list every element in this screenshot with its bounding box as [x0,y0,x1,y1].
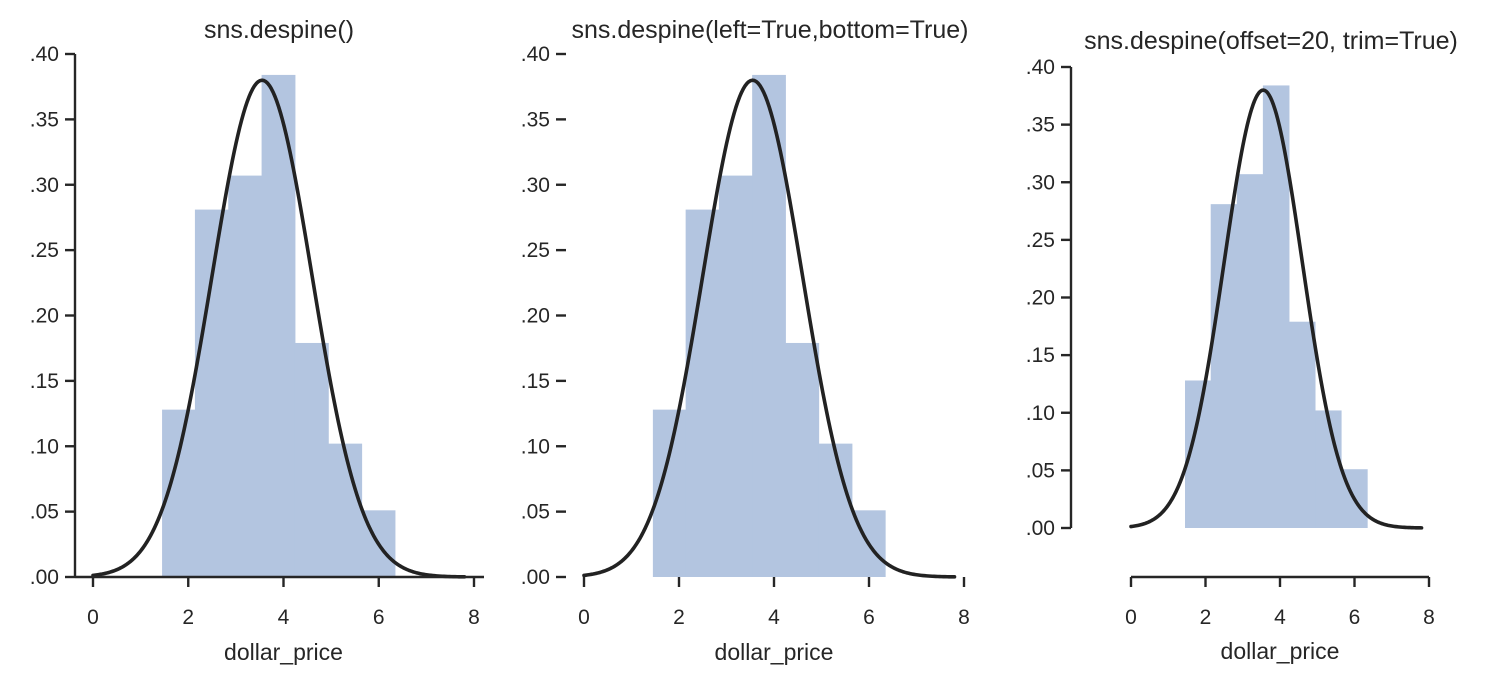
histogram-bar [785,342,820,577]
y-tick-label: .15 [1026,344,1055,367]
x-tick-label: 6 [373,606,385,629]
y-tick-label: .15 [521,370,550,393]
fit-curve [1129,88,1424,530]
y-tick-label: .10 [521,435,550,458]
x-tick-label: 8 [468,606,480,629]
y-tick-label: .25 [1026,229,1055,252]
y-tick-label: .10 [30,435,59,458]
x-tick-label: 2 [673,606,685,629]
subplot-despine-default: .00 .05 .10 .15 .20 .25 .30 .35 .40 0 2 4 6 8 dollar_p… [30,16,484,665]
x-tick-label: 8 [958,606,970,629]
chart-title: sns.despine(left=True,bottom=True) [572,16,969,44]
y-tick-label: .35 [1026,114,1055,137]
subplot-despine-left-bottom: .00 .05 .10 .15 .20 .25 .30 .35 .40 0 2 4 6 8 dollar_p… [521,16,970,665]
histogram-bar [328,443,363,577]
x-tick-label: 0 [87,606,99,629]
x-axis-label: dollar_price [715,639,834,665]
histogram-bar [718,175,753,577]
y-tick-label: .10 [1026,402,1055,425]
chart-title: sns.despine() [204,16,354,44]
y-tick-label: .40 [521,43,550,66]
y-tick-label: .30 [30,174,59,197]
histogram-bar [818,443,853,577]
y-tick-label: .00 [1026,517,1055,540]
histogram-bar [194,209,229,577]
histogram-bar [294,342,329,577]
chart-title: sns.despine(offset=20, trim=True) [1084,27,1458,55]
y-tick-label: .20 [1026,287,1055,310]
x-tick-label: 6 [863,606,875,629]
y-tick-label: .25 [30,239,59,262]
x-tick-label: 8 [1423,606,1435,629]
x-tick-label: 4 [768,606,780,629]
x-axis-label: dollar_price [224,639,343,665]
subplot-despine-offset-trim: .00 .05 .10 .15 .20 .25 .30 .35 .40 0 2 4 6 8 dollar_p… [1026,27,1458,664]
y-tick-label: .40 [30,43,59,66]
y-tick-label: .05 [521,501,550,524]
y-tick-label: .00 [30,566,59,589]
histogram-bar [1315,410,1342,528]
y-tick-label: .30 [1026,171,1055,194]
y-tick-label: .05 [1026,459,1055,482]
x-tick-label: 4 [278,606,290,629]
fit-curve [91,78,467,579]
x-tick-label: 0 [1125,606,1137,629]
y-tick-label: .35 [30,108,59,131]
y-tick-label: .00 [521,566,550,589]
histogram-bar [685,209,720,577]
x-tick-label: 6 [1349,606,1361,629]
x-tick-label: 2 [1200,606,1212,629]
x-axis-label: dollar_price [1221,638,1340,664]
y-tick-label: .20 [30,305,59,328]
histogram-bar [1236,174,1264,528]
x-tick-label: 4 [1274,606,1286,629]
y-tick-label: .35 [521,108,550,131]
x-tick-label: 2 [182,606,194,629]
y-tick-label: .15 [30,370,59,393]
fit-curve [582,78,957,579]
histogram-bar [228,175,263,577]
x-tick-label: 0 [578,606,590,629]
y-tick-label: .40 [1026,56,1055,79]
y-tick-label: .05 [30,501,59,524]
y-tick-label: .30 [521,174,550,197]
y-tick-label: .25 [521,239,550,262]
histogram-bar [1288,321,1316,528]
y-tick-label: .20 [521,305,550,328]
